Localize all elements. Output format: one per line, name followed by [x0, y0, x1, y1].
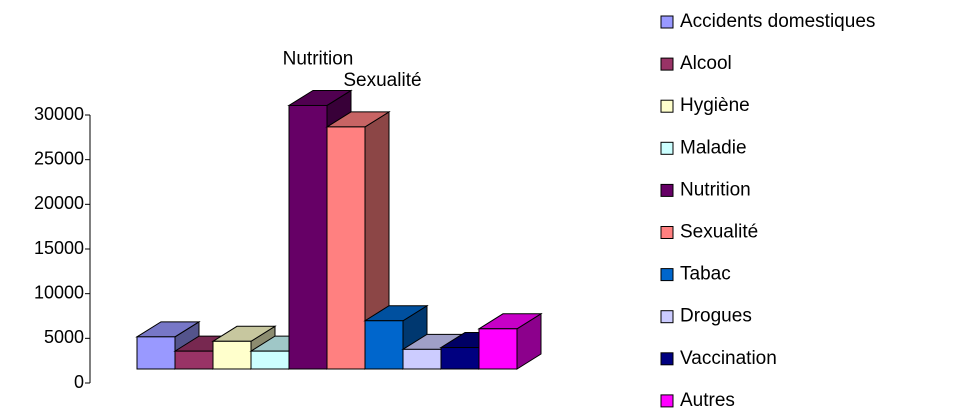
bar-group [135, 320, 201, 370]
bar [478, 328, 518, 370]
legend-swatch [660, 352, 674, 366]
bar [136, 336, 176, 370]
bar [174, 350, 214, 370]
legend-swatch [660, 15, 674, 29]
bar [402, 348, 442, 370]
legend-swatch [660, 226, 674, 239]
legend-label: Tabac [680, 264, 731, 285]
bar [288, 104, 328, 370]
data-label: Nutrition [283, 48, 354, 69]
legend-label: Sexualité [680, 222, 758, 243]
legend-label: Maladie [680, 137, 747, 158]
legend-label: Hygiène [680, 95, 750, 116]
legend-label: Alcool [680, 53, 732, 74]
y-tick-label: 0 [74, 372, 84, 392]
bar [212, 340, 252, 370]
bar [250, 350, 290, 370]
bar [326, 126, 366, 370]
legend-label: Drogues [680, 306, 752, 327]
bar [364, 320, 404, 370]
y-tick-label: 20000 [34, 193, 84, 213]
legend-swatch [660, 183, 674, 197]
data-label: Sexualité [343, 70, 421, 91]
legend-swatch [660, 268, 674, 282]
legend-swatch [660, 394, 674, 408]
y-tick-label: 25000 [34, 148, 84, 168]
legend-label: Autres [680, 390, 735, 410]
y-tick-label: 5000 [44, 327, 84, 347]
bar-group [477, 312, 543, 370]
y-tick-label: 30000 [34, 104, 84, 124]
legend-label: Accidents domestiques [680, 11, 875, 32]
legend-swatch [660, 310, 674, 324]
legend-swatch [660, 57, 674, 71]
legend-label: Nutrition [680, 179, 751, 200]
y-tick-label: 15000 [34, 238, 84, 258]
y-tick-label: 10000 [34, 282, 84, 302]
legend-label: Vaccination [680, 348, 777, 369]
bar [440, 347, 480, 370]
legend-swatch [660, 141, 674, 155]
legend-swatch [660, 99, 674, 113]
